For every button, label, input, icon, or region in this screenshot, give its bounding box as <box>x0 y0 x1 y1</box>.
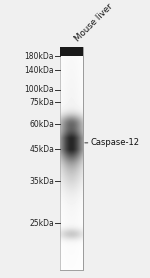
Text: 180kDa: 180kDa <box>25 52 54 61</box>
Bar <box>60 47 83 56</box>
Text: 100kDa: 100kDa <box>25 85 54 94</box>
Bar <box>60 47 83 270</box>
Text: 75kDa: 75kDa <box>29 98 54 107</box>
Text: 140kDa: 140kDa <box>25 66 54 75</box>
Text: 35kDa: 35kDa <box>29 177 54 186</box>
Text: Caspase-12: Caspase-12 <box>85 138 140 147</box>
Text: 60kDa: 60kDa <box>29 120 54 129</box>
Text: Mouse liver: Mouse liver <box>74 3 115 44</box>
Text: 45kDa: 45kDa <box>29 145 54 153</box>
Text: 25kDa: 25kDa <box>29 219 54 227</box>
